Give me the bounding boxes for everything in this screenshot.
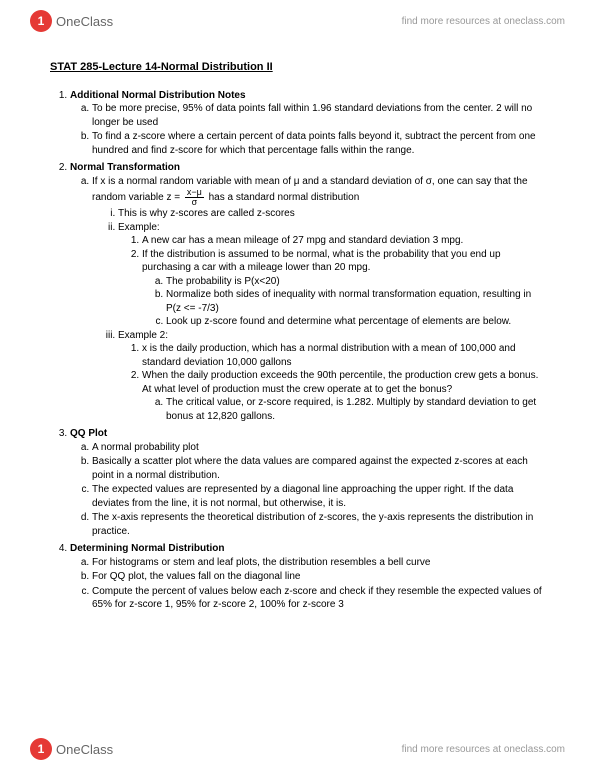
document-title: STAT 285-Lecture 14-Normal Distribution …: [50, 60, 545, 75]
section-2-title: Normal Transformation: [70, 162, 180, 173]
s2-ii-label: Example:: [118, 222, 160, 233]
s3-a: A normal probability plot: [92, 441, 545, 455]
section-4-title: Determining Normal Distribution: [70, 543, 224, 554]
s2-ii-2a: The probability is P(x<20): [166, 275, 545, 289]
s2-iii-2a: The critical value, or z-score required,…: [166, 396, 545, 423]
s4-a: For histograms or stem and leaf plots, t…: [92, 556, 545, 570]
outline-list: Additional Normal Distribution Notes To …: [50, 89, 545, 612]
s2-iii-label: Example 2:: [118, 330, 168, 341]
section-2: Normal Transformation If x is a normal r…: [70, 161, 545, 423]
s2-ii-2b: Normalize both sides of inequality with …: [166, 288, 545, 315]
page-footer: 1 OneClass find more resources at onecla…: [0, 732, 595, 770]
footer-logo-text: OneClass: [56, 742, 113, 757]
page-header: 1 OneClass find more resources at onecla…: [0, 0, 595, 38]
s2-ii: Example: A new car has a mean mileage of…: [118, 221, 545, 329]
s2-iii: Example 2: x is the daily production, wh…: [118, 329, 545, 424]
document-body: STAT 285-Lecture 14-Normal Distribution …: [0, 38, 595, 626]
section-3: QQ Plot A normal probability plot Basica…: [70, 427, 545, 538]
s2-iii-2-text: When the daily production exceeds the 90…: [142, 370, 538, 395]
section-1: Additional Normal Distribution Notes To …: [70, 89, 545, 158]
section-3-title: QQ Plot: [70, 428, 107, 439]
s1-b: To find a z-score where a certain percen…: [92, 130, 545, 157]
brand-logo: 1 OneClass: [30, 10, 113, 32]
s1-a: To be more precise, 95% of data points f…: [92, 102, 545, 129]
s2-ii-1: A new car has a mean mileage of 27 mpg a…: [142, 234, 545, 248]
header-resource-link[interactable]: find more resources at oneclass.com: [402, 16, 565, 27]
logo-text: OneClass: [56, 14, 113, 29]
s2-i: This is why z-scores are called z-scores: [118, 207, 545, 221]
s2-a: If x is a normal random variable with me…: [92, 175, 545, 424]
s3-c: The expected values are represented by a…: [92, 483, 545, 510]
s3-d: The x-axis represents the theoretical di…: [92, 511, 545, 538]
s2-ii-2c: Look up z-score found and determine what…: [166, 315, 545, 329]
s4-c: Compute the percent of values below each…: [92, 585, 545, 612]
footer-resource-link[interactable]: find more resources at oneclass.com: [402, 744, 565, 755]
logo-icon: 1: [30, 10, 52, 32]
fraction-icon: x−μσ: [185, 188, 204, 207]
s2-iii-2: When the daily production exceeds the 90…: [142, 369, 545, 423]
s2-ii-2: If the distribution is assumed to be nor…: [142, 248, 545, 329]
s2-ii-2-text: If the distribution is assumed to be nor…: [142, 249, 501, 274]
footer-logo-icon: 1: [30, 738, 52, 760]
section-1-title: Additional Normal Distribution Notes: [70, 90, 246, 101]
frac-den: σ: [185, 198, 204, 207]
s3-b: Basically a scatter plot where the data …: [92, 455, 545, 482]
section-4: Determining Normal Distribution For hist…: [70, 542, 545, 612]
s2-iii-1: x is the daily production, which has a n…: [142, 342, 545, 369]
footer-brand-logo: 1 OneClass: [30, 738, 113, 760]
s2-a-post: has a standard normal distribution: [206, 192, 359, 203]
s4-b: For QQ plot, the values fall on the diag…: [92, 570, 545, 584]
